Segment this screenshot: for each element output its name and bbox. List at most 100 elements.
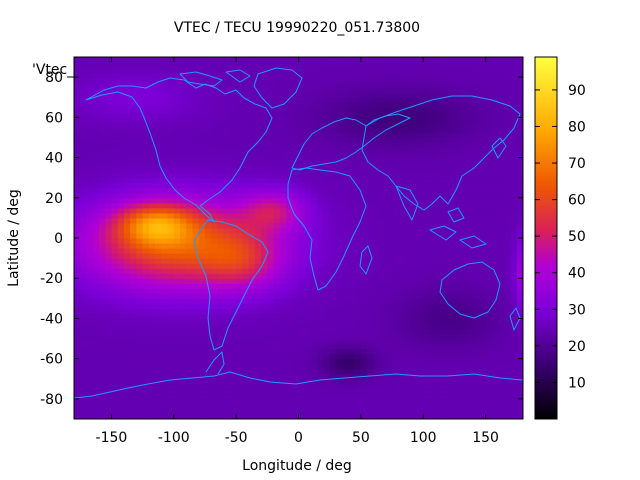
heatmap-cell [242,328,250,335]
heatmap-cell [117,132,125,139]
heatmap-cell [367,388,374,395]
heatmap-cell [485,207,493,214]
heatmap-cell [498,177,505,184]
heatmap-cell [416,278,424,284]
heatmap-cell [410,112,418,118]
heatmap-cell [123,363,131,370]
heatmap-cell [155,152,162,159]
heatmap-cell [498,353,505,360]
heatmap-cell [142,303,150,309]
heatmap-cell [367,408,374,415]
heatmap-cell [236,202,243,209]
heatmap-cell [186,253,194,259]
heatmap-cell [323,142,331,149]
heatmap-cell [117,232,125,239]
heatmap-cell [335,107,343,113]
heatmap-cell [323,313,331,320]
heatmap-cell [423,373,431,380]
heatmap-cell [310,207,318,214]
heatmap-cell [279,122,287,128]
heatmap-cell [242,212,250,219]
heatmap-cell [298,263,306,269]
heatmap-cell [148,177,156,184]
heatmap-cell [236,142,243,149]
heatmap-cell [460,142,468,149]
heatmap-cell [130,318,137,325]
heatmap-cell [473,187,480,194]
heatmap-cell [186,378,194,385]
heatmap-cell [198,227,206,234]
heatmap-cell [180,293,187,299]
heatmap-cell [335,393,343,400]
heatmap-cell [354,253,362,259]
heatmap-cell [473,132,480,139]
heatmap-cell [74,238,81,244]
heatmap-cell [398,232,406,239]
heatmap-cell [105,338,113,345]
heatmap-cell [198,127,206,134]
heatmap-cell [385,273,393,279]
heatmap-cell [385,303,393,309]
heatmap-cell [180,403,187,410]
heatmap-cell [516,273,523,279]
heatmap-cell [379,82,387,88]
heatmap-cell [435,288,443,294]
heatmap-cell [186,112,194,118]
heatmap-cell [504,147,512,154]
heatmap-cell [398,207,406,214]
heatmap-cell [173,363,181,370]
heatmap-cell [429,253,437,259]
heatmap-cell [441,348,449,355]
heatmap-cell [516,97,523,103]
heatmap-cell [286,142,293,149]
heatmap-cell [510,167,518,174]
heatmap-cell [92,343,100,350]
heatmap-cell [105,132,113,139]
heatmap-cell [155,318,162,325]
heatmap-cell [441,152,449,159]
heatmap-cell [123,202,131,209]
heatmap-cell [323,273,331,279]
heatmap-cell [229,162,237,169]
heatmap-cell [435,398,443,405]
heatmap-cell [105,112,113,118]
heatmap-cell [192,152,200,159]
heatmap-cell [161,413,169,419]
heatmap-cell [130,408,137,415]
heatmap-cell [510,398,518,405]
heatmap-cell [448,227,456,234]
heatmap-cell [130,172,137,179]
heatmap-cell [286,192,293,199]
heatmap-cell [180,67,187,73]
heatmap-cell [404,197,412,204]
heatmap-cell [261,192,268,199]
heatmap-cell [286,398,293,405]
heatmap-cell [304,343,312,350]
heatmap-cell [498,232,505,239]
heatmap-cell [136,197,144,204]
heatmap-cell [317,368,325,375]
heatmap-cell [429,243,437,249]
heatmap-cell [80,328,88,335]
heatmap-cell [229,333,237,340]
heatmap-cell [454,278,462,284]
heatmap-cell [286,323,293,330]
heatmap-cell [273,318,281,325]
heatmap-cell [510,258,518,264]
heatmap-cell [267,358,275,365]
heatmap-cell [242,393,250,400]
heatmap-cell [198,142,206,149]
heatmap-cell [516,373,523,380]
heatmap-cell [173,248,181,254]
heatmap-cell [435,408,443,415]
heatmap-cell [223,283,231,289]
heatmap-cell [416,72,424,78]
heatmap-cell [105,77,113,83]
heatmap-cell [298,408,306,415]
heatmap-cell [416,393,424,400]
heatmap-cell [423,177,431,184]
heatmap-cell [510,137,518,144]
heatmap-cell [373,112,381,118]
heatmap-cell [180,122,187,128]
heatmap-cell [435,117,443,123]
